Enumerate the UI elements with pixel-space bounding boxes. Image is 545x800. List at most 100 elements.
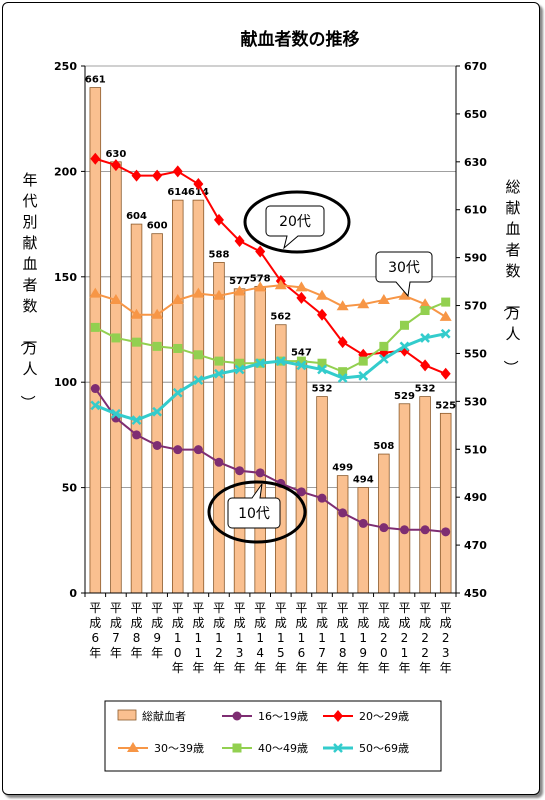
bar-value-label-14: 508 [373, 441, 394, 452]
x-category-label-16: 平成 2 2 年 [419, 601, 431, 675]
legend-marker-1 [232, 711, 242, 721]
callout-text-0: 20代 [279, 214, 311, 230]
bar-10 [295, 360, 308, 594]
bar-value-label-12: 499 [332, 463, 353, 474]
series-1-point-1 [110, 159, 121, 172]
left-tick-label-150: 150 [54, 271, 77, 284]
series-4-point-11 [317, 364, 327, 375]
right-axis-label-text: 総献血者数（万人） [501, 178, 520, 375]
series-0-point-13 [358, 518, 368, 528]
left-tick-label-50: 50 [62, 482, 78, 495]
series-2-point-0 [89, 287, 102, 298]
series-2-point-8 [254, 281, 267, 292]
left-axis-label-text: 年代別献血者数（万人） [18, 171, 37, 410]
legend-label-5: 50～69歳 [359, 742, 409, 755]
x-category-label-2: 平成 8 年 [131, 601, 143, 660]
series-3-point-1 [111, 333, 121, 343]
series-4-point-10 [296, 360, 307, 371]
bar-8 [254, 285, 266, 594]
x-category-label-9: 平成 1 5 年 [275, 601, 287, 675]
series-1-point-0 [90, 152, 101, 165]
right-axis-label: 総献血者数（万人） [501, 178, 520, 375]
series-2-point-17 [439, 310, 452, 321]
legend-label-3: 30～39歳 [154, 742, 204, 755]
x-category-label-8: 平成 1 4 年 [254, 601, 266, 675]
series-4-point-13 [358, 370, 369, 381]
callout-ellipse-0 [243, 190, 351, 254]
left-tick-label-250: 250 [54, 60, 77, 73]
left-axis-label: 年代別献血者数（万人） [18, 171, 37, 410]
legend-entry-2: 20～29歳 [323, 710, 409, 723]
legend-box [104, 700, 442, 772]
right-tick-label-510: 510 [464, 443, 487, 456]
series-2-point-1 [109, 293, 122, 304]
series-3-point-13 [358, 356, 368, 366]
axes [84, 66, 457, 597]
series-4-point-17 [440, 328, 451, 339]
x-category-label-10: 平成 1 6 年 [295, 601, 307, 675]
bar-value-label-2: 604 [126, 211, 147, 222]
bar-value-label-4: 614 [167, 187, 188, 198]
series-2-point-9 [274, 279, 287, 290]
series-4-point-4 [172, 387, 183, 398]
series-0-point-11 [317, 493, 327, 503]
series-4-point-8 [255, 358, 266, 369]
series-1-point-2 [131, 169, 142, 182]
series-2-point-15 [398, 289, 411, 300]
left-axis-ticks: 0 50 100 150 200 250 [54, 60, 85, 600]
series-4-point-12 [337, 373, 348, 383]
legend-entry-3: 30～39歳 [118, 742, 204, 755]
series-1-point-17 [440, 367, 451, 380]
right-tick-label-650: 650 [464, 108, 487, 121]
callout-ellipse-2 [207, 480, 307, 544]
series-2-point-16 [419, 298, 432, 309]
x-category-label-1: 平成 7 年 [110, 601, 122, 660]
series-4-point-9 [275, 356, 286, 367]
series-1-point-4 [172, 165, 183, 178]
callout-text-1: 30代 [388, 260, 420, 276]
bar-value-label-0: 661 [85, 75, 106, 86]
series-3-point-12 [338, 367, 348, 377]
legend-entry-0: 総献血者 [117, 709, 186, 723]
bar-16 [419, 396, 431, 594]
series-4-point-15 [399, 341, 410, 352]
series-3-point-4 [173, 343, 183, 353]
series-3-point-2 [132, 337, 142, 347]
right-tick-label-610: 610 [464, 204, 487, 217]
series-3-point-15 [399, 320, 409, 330]
left-tick-label-0: 0 [69, 587, 77, 600]
series-4-point-7 [234, 364, 245, 375]
x-category-label-14: 平成 2 0 年 [378, 601, 390, 675]
series-1-point-3 [152, 169, 163, 182]
series-0-point-15 [399, 525, 409, 535]
bar-value-label-7: 577 [229, 276, 250, 287]
right-tick-label-450: 450 [464, 587, 487, 600]
series-4-point-3 [152, 406, 163, 417]
series-4-point-6 [214, 368, 224, 379]
series-1-point-8 [255, 245, 266, 258]
bar-value-label-17: 525 [435, 400, 456, 411]
series-4-point-0 [90, 400, 101, 411]
right-tick-label-630: 630 [464, 156, 487, 169]
series-3-point-3 [152, 341, 162, 351]
bar-13 [357, 487, 370, 594]
bar-value-label-10: 547 [291, 348, 312, 359]
series-0-point-7 [235, 466, 245, 476]
x-category-label-11: 平成 1 7 年 [316, 601, 328, 675]
callout-bubble-1 [375, 251, 433, 298]
series-2-point-14 [377, 293, 390, 304]
series-1-point-7 [234, 234, 245, 247]
series-3-point-14 [379, 341, 389, 351]
series-0-point-12 [338, 508, 348, 518]
legend-entry-5: 50～69歳 [323, 742, 409, 755]
series-0 [90, 384, 451, 537]
bar-6 [213, 262, 225, 594]
bar-value-label-11: 532 [312, 384, 333, 395]
series-1-point-11 [317, 308, 328, 321]
x-axis-categories: 平成 6 年平成 7 年平成 8 年平成 9 年平成 1 0 年平成 1 1 年平成 1 2 年平成 1 3 年平成 1 4… [89, 601, 451, 675]
legend-label-2: 20～29歳 [359, 710, 409, 723]
series-2-point-3 [151, 308, 164, 319]
series-0-point-2 [132, 430, 142, 440]
series-3-point-11 [317, 358, 327, 368]
